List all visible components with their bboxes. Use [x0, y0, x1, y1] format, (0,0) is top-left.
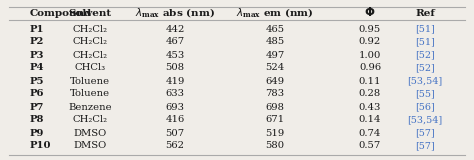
Text: CH₂Cl₂: CH₂Cl₂: [73, 116, 108, 124]
Text: CH₂Cl₂: CH₂Cl₂: [73, 24, 108, 33]
Text: [55]: [55]: [415, 89, 435, 99]
Text: 0.74: 0.74: [359, 128, 381, 137]
Text: $\lambda_{\mathregular{max}}$ abs (nm): $\lambda_{\mathregular{max}}$ abs (nm): [135, 6, 215, 20]
Text: 416: 416: [165, 116, 185, 124]
Text: $\lambda_{\mathregular{max}}$ em (nm): $\lambda_{\mathregular{max}}$ em (nm): [236, 6, 314, 20]
Text: CH₂Cl₂: CH₂Cl₂: [73, 51, 108, 60]
Text: P2: P2: [30, 37, 45, 47]
Text: [52]: [52]: [415, 51, 435, 60]
Text: P10: P10: [30, 141, 52, 151]
Text: 419: 419: [165, 76, 185, 85]
Text: [57]: [57]: [415, 141, 435, 151]
Text: [51]: [51]: [415, 37, 435, 47]
Text: CHCl₃: CHCl₃: [74, 64, 106, 72]
Text: Solvent: Solvent: [68, 8, 111, 17]
Text: Compound: Compound: [30, 8, 92, 17]
Text: 0.92: 0.92: [359, 37, 381, 47]
Text: 783: 783: [265, 89, 284, 99]
Text: [52]: [52]: [415, 64, 435, 72]
Text: 453: 453: [165, 51, 185, 60]
Text: 580: 580: [265, 141, 284, 151]
Text: DMSO: DMSO: [73, 128, 107, 137]
Text: 0.57: 0.57: [359, 141, 381, 151]
Text: P3: P3: [30, 51, 45, 60]
Text: Toluene: Toluene: [70, 89, 110, 99]
Text: 1.00: 1.00: [359, 51, 381, 60]
Text: 497: 497: [265, 51, 284, 60]
Text: 442: 442: [165, 24, 185, 33]
Text: [57]: [57]: [415, 128, 435, 137]
Text: Ref: Ref: [415, 8, 435, 17]
Text: [56]: [56]: [415, 103, 435, 112]
Text: [51]: [51]: [415, 24, 435, 33]
Text: 485: 485: [265, 37, 284, 47]
Text: DMSO: DMSO: [73, 141, 107, 151]
Text: $\bf\Phi$: $\bf\Phi$: [365, 7, 376, 20]
Text: Toluene: Toluene: [70, 76, 110, 85]
Text: 465: 465: [265, 24, 284, 33]
Text: 0.95: 0.95: [359, 24, 381, 33]
Text: P5: P5: [30, 76, 45, 85]
Text: 0.14: 0.14: [359, 116, 381, 124]
Text: 649: 649: [265, 76, 284, 85]
Text: P6: P6: [30, 89, 45, 99]
Text: 508: 508: [165, 64, 184, 72]
Text: P9: P9: [30, 128, 45, 137]
Text: [53,54]: [53,54]: [407, 116, 443, 124]
Text: 0.96: 0.96: [359, 64, 381, 72]
Text: P4: P4: [30, 64, 45, 72]
Text: 633: 633: [165, 89, 184, 99]
Text: Benzene: Benzene: [68, 103, 112, 112]
Text: CH₂Cl₂: CH₂Cl₂: [73, 37, 108, 47]
Text: 524: 524: [265, 64, 284, 72]
Text: 693: 693: [165, 103, 184, 112]
Text: 467: 467: [165, 37, 184, 47]
Text: 0.43: 0.43: [359, 103, 381, 112]
Text: 0.11: 0.11: [359, 76, 381, 85]
Text: 698: 698: [265, 103, 284, 112]
Text: P8: P8: [30, 116, 45, 124]
Text: P1: P1: [30, 24, 45, 33]
Text: P7: P7: [30, 103, 45, 112]
Text: 562: 562: [165, 141, 184, 151]
Text: [53,54]: [53,54]: [407, 76, 443, 85]
Text: 519: 519: [265, 128, 284, 137]
Text: 671: 671: [265, 116, 284, 124]
Text: 507: 507: [165, 128, 184, 137]
Text: 0.28: 0.28: [359, 89, 381, 99]
